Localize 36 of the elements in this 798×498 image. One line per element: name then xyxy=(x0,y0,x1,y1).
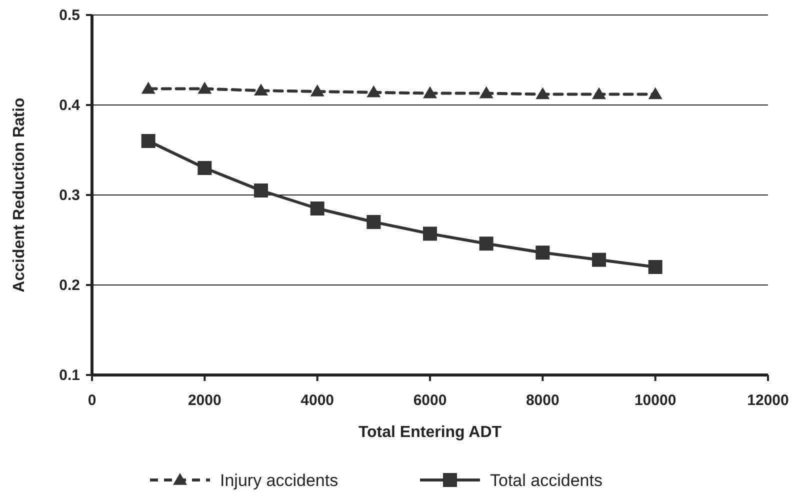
point xyxy=(592,252,606,267)
point xyxy=(592,87,606,100)
point xyxy=(366,215,381,229)
y-tick-label: 0.4 xyxy=(59,97,81,114)
x-tick-label: 6000 xyxy=(413,392,447,409)
y-tick-label: 0.1 xyxy=(59,367,80,384)
x-tick-label: 8000 xyxy=(526,392,560,409)
point xyxy=(198,161,212,175)
y-tick-label: 0.2 xyxy=(59,277,80,294)
x-tick-label: 12000 xyxy=(747,392,789,409)
point xyxy=(536,87,550,100)
y-tick-label: 0.3 xyxy=(59,187,80,204)
point xyxy=(141,134,156,148)
x-tick-label: 4000 xyxy=(300,392,334,409)
x-tick-label: 2000 xyxy=(188,392,222,409)
y-axis-title: Accident Reduction Ratio xyxy=(11,97,28,292)
point xyxy=(310,84,324,96)
point xyxy=(479,236,494,251)
point xyxy=(366,85,381,98)
point xyxy=(423,226,437,241)
legend-label: Injury accidents xyxy=(220,471,338,490)
point xyxy=(254,184,268,198)
legend-label: Total accidents xyxy=(490,471,602,490)
point xyxy=(648,87,662,100)
point xyxy=(310,202,324,216)
point xyxy=(198,82,212,94)
x-axis-title: Total Entering ADT xyxy=(358,424,502,441)
point xyxy=(423,86,437,98)
point xyxy=(254,84,268,96)
point xyxy=(479,86,494,98)
point xyxy=(536,246,550,260)
x-tick-label: 10000 xyxy=(634,392,676,409)
y-tick-label: 0.5 xyxy=(59,7,80,24)
point xyxy=(648,260,662,274)
x-tick-label: 0 xyxy=(88,392,96,409)
point xyxy=(141,82,156,94)
